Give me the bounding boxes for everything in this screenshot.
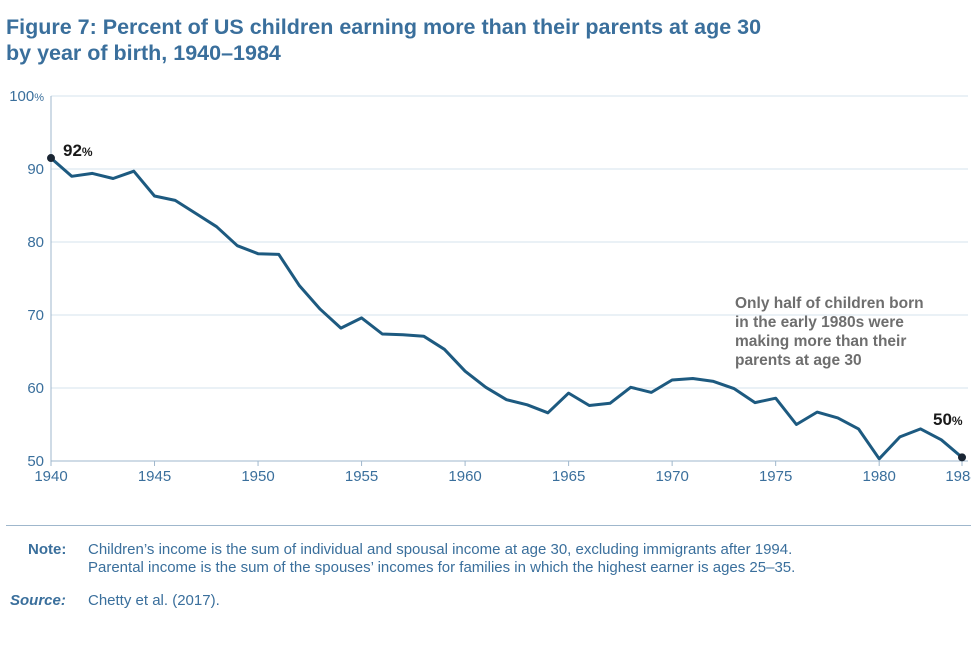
start-point-marker xyxy=(47,154,55,163)
y-tick-label: 80 xyxy=(27,234,44,251)
x-tick-label: 1975 xyxy=(759,468,792,485)
source-text: Chetty et al. (2017). xyxy=(88,592,220,609)
y-tick-label: 70 xyxy=(27,307,44,324)
x-tick-label: 1980 xyxy=(862,468,895,485)
source-label: Source: xyxy=(10,592,66,609)
end-point-marker xyxy=(958,453,966,462)
chart-title-line-2: by year of birth, 1940–1984 xyxy=(6,41,281,65)
annotation-line: making more than their xyxy=(735,333,906,350)
y-tick-label: 60 xyxy=(27,380,44,397)
annotation-text: Only half of children born in the early … xyxy=(735,295,928,369)
note-text: Children’s income is the sum of individu… xyxy=(88,541,958,577)
x-tick-label: 1950 xyxy=(241,468,274,485)
annotation-line: Only half of children born xyxy=(735,295,924,312)
x-axis-ticks: 1940 1945 1950 1955 1960 1965 1970 1975 1980 1984 xyxy=(34,461,971,485)
series-line xyxy=(50,156,963,461)
annotation-line: in the early 1980s were xyxy=(735,314,904,331)
end-value-label: 50% xyxy=(933,410,963,429)
gridlines xyxy=(51,95,968,389)
chart-title-line-1: Figure 7: Percent of US children earning… xyxy=(6,15,762,39)
x-tick-label: 1955 xyxy=(345,468,378,485)
start-value-label: 92% xyxy=(63,141,93,160)
x-tick-label: 1945 xyxy=(138,468,171,485)
x-tick-label: 1960 xyxy=(448,468,481,485)
chart-title: Figure 7: Percent of US children earning… xyxy=(6,14,946,66)
x-tick-label: 1970 xyxy=(655,468,688,485)
note-label: Note: xyxy=(28,541,67,558)
y-axis-ticks: 50 60 70 80 90 100% xyxy=(9,88,44,470)
x-tick-label: 1965 xyxy=(552,468,585,485)
y-tick-label: 100% xyxy=(9,88,44,105)
annotation-line: parents at age 30 xyxy=(735,352,862,369)
footer-divider xyxy=(6,525,971,526)
note-line-1: Children’s income is the sum of individu… xyxy=(88,541,793,558)
x-tick-label: 1984 xyxy=(945,468,971,485)
x-tick-label: 1940 xyxy=(34,468,67,485)
y-tick-label: 50 xyxy=(27,453,44,470)
note-line-2: Parental income is the sum of the spouse… xyxy=(88,559,796,576)
y-tick-label: 90 xyxy=(27,161,44,178)
